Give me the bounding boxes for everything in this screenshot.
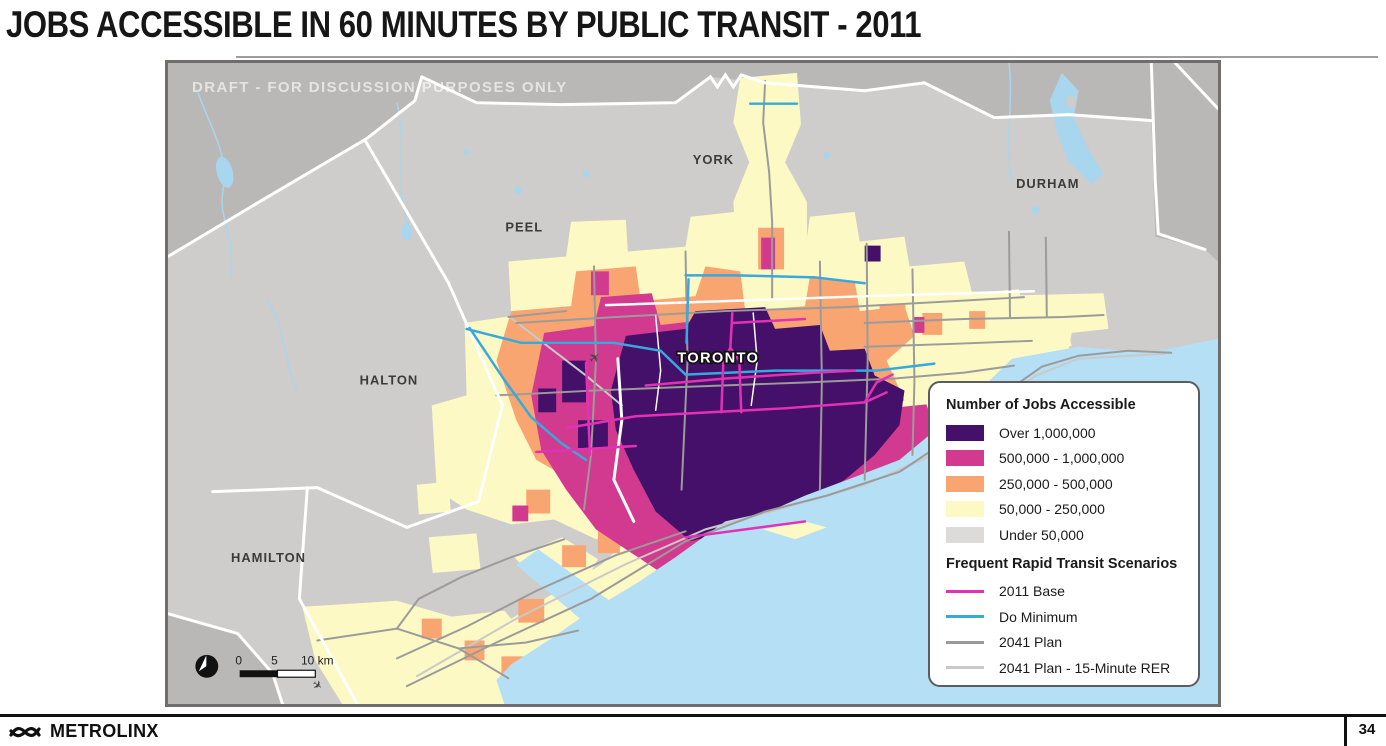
- legend-item: 50,000 - 250,000: [946, 497, 1184, 523]
- legend-line-do-minimum: [946, 615, 984, 619]
- legend-scenarios-title: Frequent Rapid Transit Scenarios: [946, 555, 1178, 572]
- legend-item: 2041 Plan - 15-Minute RER: [946, 655, 1184, 681]
- legend-swatch-250k-500k: [946, 475, 984, 492]
- legend-swatch-500k-1m: [946, 450, 984, 467]
- legend-item: Do Minimum: [946, 604, 1184, 630]
- legend-jobs-title: Number of Jobs Accessible: [946, 397, 1136, 413]
- scale-tick-10km: 10 km: [301, 653, 334, 667]
- legend-line-2011-base: [946, 589, 984, 593]
- legend-item: Under 50,000: [946, 522, 1184, 548]
- region-labels: YORK DURHAM PEEL HALTON HAMILTON TORONTO: [231, 152, 1079, 565]
- page-number: 34: [1358, 721, 1376, 738]
- metrolinx-wave-icon: [9, 726, 41, 737]
- transit-access-map: ✈ ✈ YORK DURHAM PEEL HALTON HAMILTON TOR…: [165, 60, 1221, 707]
- title-underline: [236, 56, 1378, 58]
- legend-item: 500,000 - 1,000,000: [946, 446, 1184, 472]
- legend-swatch-under-50k: [946, 526, 984, 543]
- legend-swatch-50k-250k: [946, 501, 984, 518]
- draft-watermark: DRAFT - FOR DISCUSSION PURPOSES ONLY: [192, 79, 568, 96]
- scale-tick-0: 0: [235, 653, 242, 667]
- map-legend: Number of Jobs Accessible Over 1,000,000…: [928, 381, 1200, 687]
- base-2011-lines: [535, 311, 894, 539]
- map-label-halton: HALTON: [360, 373, 419, 388]
- map-label-durham: DURHAM: [1016, 176, 1079, 191]
- map-label-hamilton: HAMILTON: [231, 550, 306, 565]
- rivers-and-lakes: [197, 63, 1104, 528]
- page-number-divider: [1344, 714, 1347, 746]
- municipal-boundaries: [168, 63, 1218, 704]
- legend-swatch-over-1m: [946, 424, 984, 441]
- map-label-york: YORK: [693, 152, 734, 167]
- brand-name: METROLINX: [50, 721, 159, 741]
- scale-tick-5: 5: [271, 653, 278, 667]
- map-label-peel: PEEL: [505, 220, 543, 235]
- footer-rule: [0, 714, 1386, 717]
- legend-item: 250,000 - 500,000: [946, 471, 1184, 497]
- toronto-islands: [763, 521, 827, 540]
- legend-line-2041-plan-rer: [946, 666, 984, 670]
- legend-line-2041-plan: [946, 640, 984, 644]
- scale-bar: 0 5 10 km: [235, 653, 334, 678]
- legend-item: Over 1,000,000: [946, 420, 1184, 446]
- map-label-toronto: TORONTO: [677, 351, 759, 367]
- north-arrow-icon: [195, 654, 219, 678]
- legend-item: 2011 Base: [946, 579, 1184, 605]
- plan-2041-lines: [316, 79, 1173, 688]
- lake-scugog: [1049, 72, 1104, 185]
- legend-item: 2041 Plan: [946, 630, 1184, 656]
- metrolinx-logo: METROLINX: [8, 721, 159, 742]
- page-title: JOBS ACCESSIBLE IN 60 MINUTES BY PUBLIC …: [6, 4, 922, 45]
- hamilton-harbour: [516, 549, 614, 627]
